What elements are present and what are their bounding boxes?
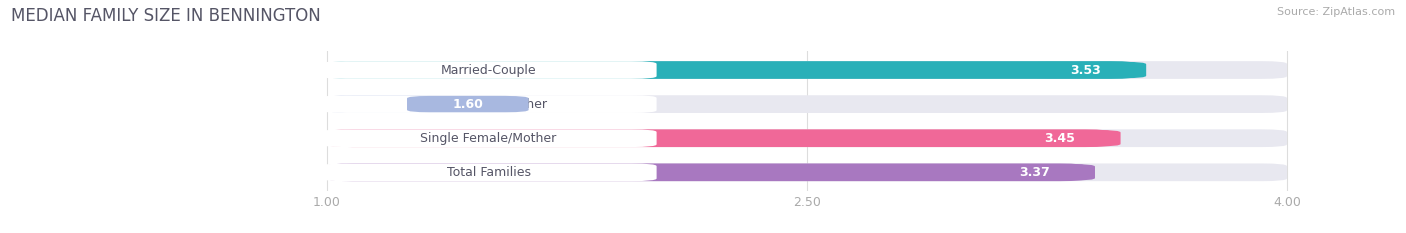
FancyBboxPatch shape	[328, 163, 1085, 181]
FancyBboxPatch shape	[321, 163, 657, 181]
FancyBboxPatch shape	[1000, 130, 1121, 146]
FancyBboxPatch shape	[328, 129, 1111, 147]
FancyBboxPatch shape	[328, 61, 1136, 79]
Text: Single Male/Father: Single Male/Father	[430, 98, 547, 111]
FancyBboxPatch shape	[321, 129, 657, 147]
Text: Married-Couple: Married-Couple	[441, 64, 537, 76]
Text: 1.60: 1.60	[453, 98, 484, 111]
FancyBboxPatch shape	[328, 95, 519, 113]
Text: Source: ZipAtlas.com: Source: ZipAtlas.com	[1277, 7, 1395, 17]
FancyBboxPatch shape	[321, 61, 657, 79]
Text: 3.53: 3.53	[1070, 64, 1101, 76]
FancyBboxPatch shape	[1025, 62, 1146, 78]
FancyBboxPatch shape	[328, 95, 1286, 113]
FancyBboxPatch shape	[328, 129, 1286, 147]
FancyBboxPatch shape	[321, 95, 657, 113]
FancyBboxPatch shape	[406, 96, 529, 112]
Text: Single Female/Mother: Single Female/Mother	[420, 132, 557, 145]
FancyBboxPatch shape	[328, 163, 1286, 181]
FancyBboxPatch shape	[328, 61, 1286, 79]
Text: MEDIAN FAMILY SIZE IN BENNINGTON: MEDIAN FAMILY SIZE IN BENNINGTON	[11, 7, 321, 25]
Text: 3.45: 3.45	[1045, 132, 1076, 145]
Text: Total Families: Total Families	[447, 166, 530, 179]
FancyBboxPatch shape	[973, 164, 1095, 181]
Text: 3.37: 3.37	[1019, 166, 1049, 179]
